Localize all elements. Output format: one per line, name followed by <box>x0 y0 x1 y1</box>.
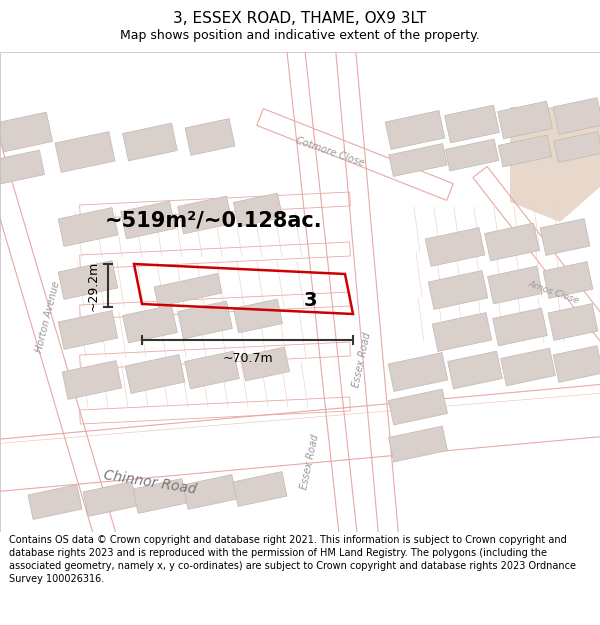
Polygon shape <box>55 132 115 173</box>
Polygon shape <box>473 166 600 358</box>
Polygon shape <box>448 351 502 389</box>
Polygon shape <box>0 381 600 493</box>
Polygon shape <box>83 482 137 516</box>
Polygon shape <box>178 301 232 339</box>
Polygon shape <box>122 123 178 161</box>
Polygon shape <box>185 351 239 389</box>
Polygon shape <box>154 274 222 306</box>
Polygon shape <box>58 261 118 299</box>
Polygon shape <box>554 131 600 162</box>
Polygon shape <box>241 347 290 381</box>
Polygon shape <box>543 262 593 298</box>
Polygon shape <box>540 219 590 256</box>
Polygon shape <box>183 474 237 509</box>
Polygon shape <box>445 105 499 143</box>
Polygon shape <box>389 426 448 462</box>
Polygon shape <box>121 201 175 239</box>
Text: Cotmore Close: Cotmore Close <box>295 136 365 168</box>
Polygon shape <box>432 312 492 351</box>
Polygon shape <box>445 139 499 171</box>
Polygon shape <box>389 144 447 176</box>
Polygon shape <box>388 352 448 391</box>
Text: Essex Road: Essex Road <box>351 331 373 389</box>
Text: Essex Road: Essex Road <box>299 434 321 491</box>
Text: ~70.7m: ~70.7m <box>222 352 273 365</box>
Polygon shape <box>286 41 364 553</box>
Polygon shape <box>485 223 539 261</box>
Text: Horton Avenue: Horton Avenue <box>34 281 62 354</box>
Polygon shape <box>258 106 352 148</box>
Polygon shape <box>28 484 82 519</box>
Text: ~519m²/~0.128ac.: ~519m²/~0.128ac. <box>105 210 323 230</box>
Polygon shape <box>62 361 122 399</box>
Polygon shape <box>122 305 178 343</box>
Polygon shape <box>488 266 542 304</box>
Polygon shape <box>125 354 185 393</box>
Polygon shape <box>80 292 350 319</box>
Polygon shape <box>58 311 118 349</box>
Polygon shape <box>500 348 556 386</box>
Polygon shape <box>133 479 187 513</box>
Text: Contains OS data © Crown copyright and database right 2021. This information is : Contains OS data © Crown copyright and d… <box>9 535 576 584</box>
Polygon shape <box>335 41 400 553</box>
Polygon shape <box>80 342 350 369</box>
Polygon shape <box>347 126 454 198</box>
Polygon shape <box>233 193 283 227</box>
Polygon shape <box>425 228 485 266</box>
Polygon shape <box>428 271 488 309</box>
Text: 3: 3 <box>303 291 317 309</box>
Polygon shape <box>498 135 552 167</box>
Polygon shape <box>80 397 350 424</box>
Text: Chinnor Road: Chinnor Road <box>103 468 197 496</box>
Polygon shape <box>0 112 53 152</box>
Polygon shape <box>0 109 121 555</box>
Polygon shape <box>510 107 600 222</box>
Polygon shape <box>257 109 454 201</box>
Polygon shape <box>385 111 445 149</box>
Text: Arnos Close: Arnos Close <box>526 279 580 305</box>
Polygon shape <box>548 304 598 341</box>
Polygon shape <box>493 308 547 346</box>
Polygon shape <box>80 192 350 219</box>
Polygon shape <box>497 101 553 139</box>
Polygon shape <box>553 346 600 382</box>
Polygon shape <box>233 299 283 333</box>
Polygon shape <box>553 98 600 134</box>
Polygon shape <box>389 389 448 425</box>
Polygon shape <box>58 208 118 246</box>
Polygon shape <box>178 196 232 234</box>
Polygon shape <box>0 150 44 184</box>
Text: ~29.2m: ~29.2m <box>87 261 100 311</box>
Polygon shape <box>233 472 287 506</box>
Polygon shape <box>185 119 235 156</box>
Text: Map shows position and indicative extent of the property.: Map shows position and indicative extent… <box>120 29 480 42</box>
Text: 3, ESSEX ROAD, THAME, OX9 3LT: 3, ESSEX ROAD, THAME, OX9 3LT <box>173 11 427 26</box>
Polygon shape <box>80 242 350 269</box>
